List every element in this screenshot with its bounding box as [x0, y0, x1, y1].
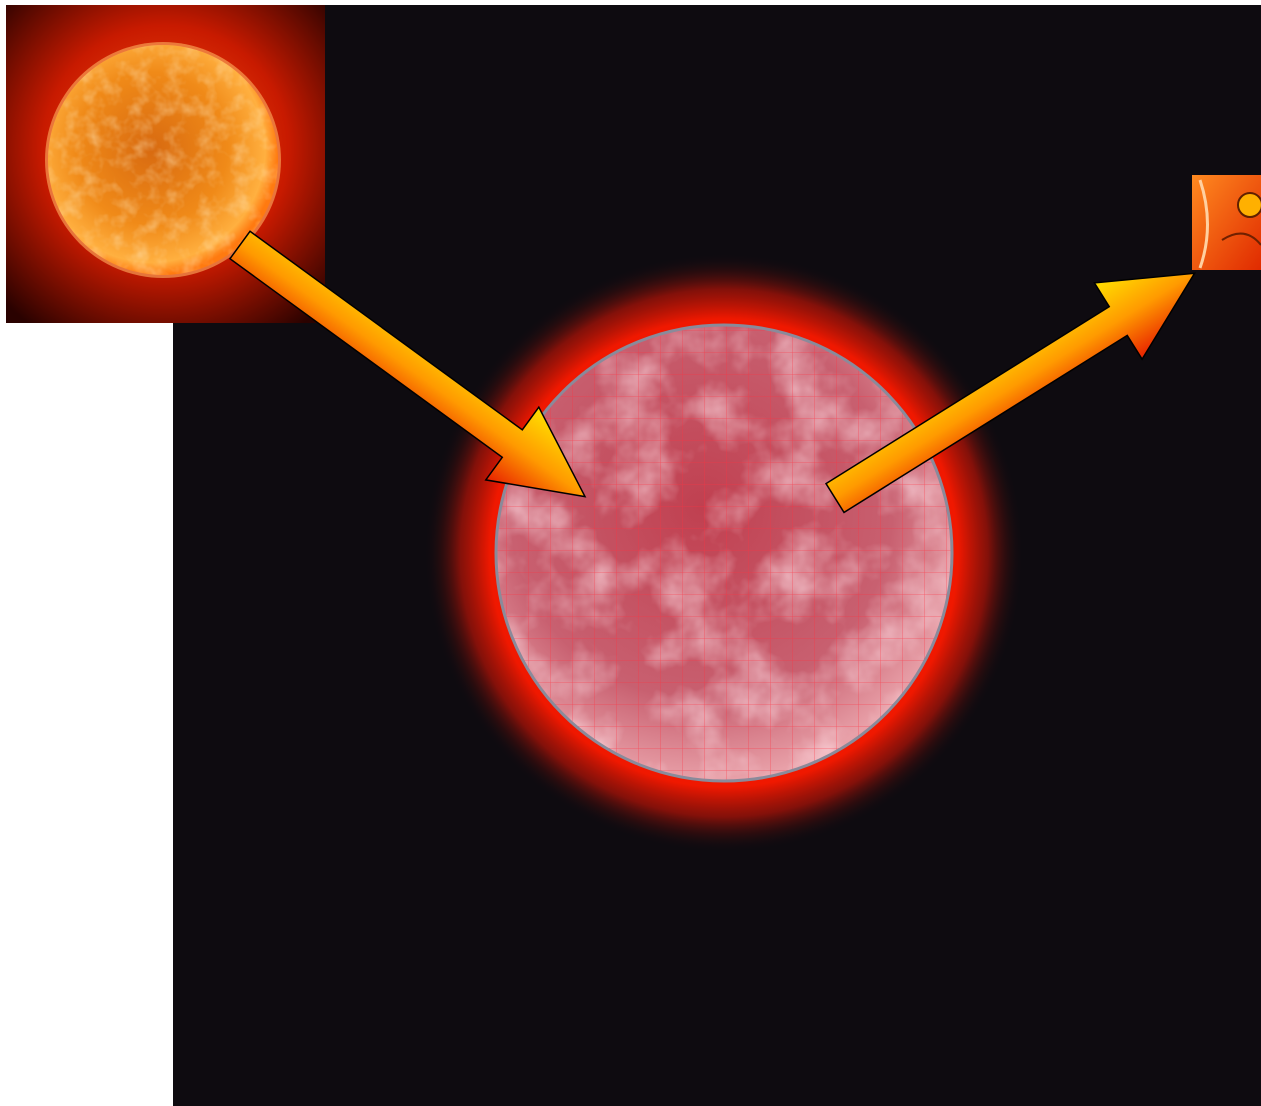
earth — [494, 323, 954, 783]
incoming-arrow — [228, 230, 587, 498]
outgoing-arrow — [824, 272, 1196, 514]
sun-image — [6, 5, 325, 323]
satellite-image — [1192, 175, 1261, 270]
